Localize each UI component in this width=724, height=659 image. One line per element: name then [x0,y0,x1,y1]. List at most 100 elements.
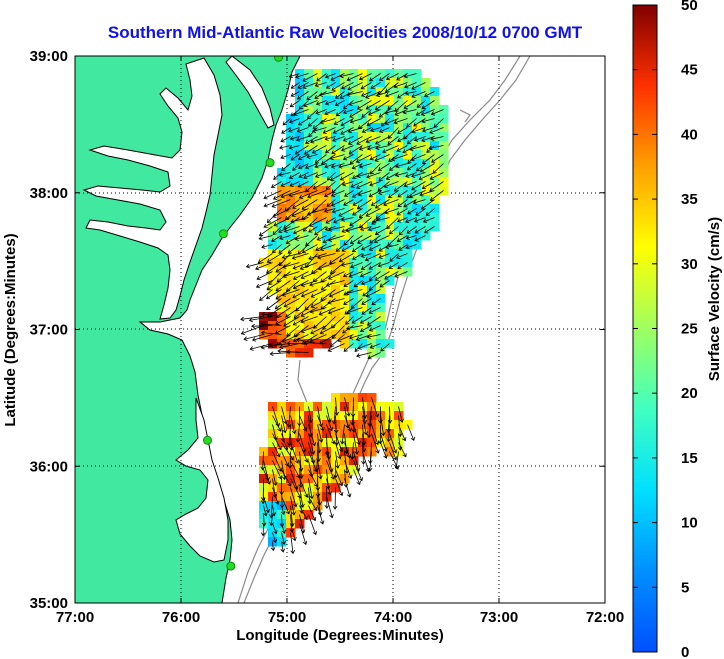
velocity-cell [349,204,359,214]
velocity-cell [322,114,332,124]
velocity-cell [277,303,287,313]
velocity-cell [376,114,386,124]
velocity-cell [430,159,440,169]
velocity-cell [331,231,341,241]
velocity-arrow [340,118,354,127]
velocity-arrow [342,271,354,278]
velocity-cell [349,123,359,133]
velocity-cell [376,339,386,349]
velocity-arrow [332,487,338,510]
velocity-arrow [272,451,283,472]
velocity-arrow [368,280,381,291]
velocity-cell [295,168,305,178]
velocity-arrow [301,199,318,210]
velocity-cell [268,249,278,259]
velocity-arrow [346,91,363,97]
velocity-arrow [387,127,399,139]
velocity-cell [304,105,314,115]
velocity-arrow [351,163,363,170]
velocity-arrow [403,199,417,208]
velocity-cell [376,312,386,322]
velocity-cell [322,69,332,79]
velocity-arrow [299,415,308,432]
velocity-arrow [255,280,273,289]
velocity-arrow [386,415,391,434]
velocity-arrow [326,199,336,207]
velocity-arrow [260,487,266,505]
velocity-cell [322,240,332,250]
velocity-arrow [292,262,309,270]
colorbar-tick-label: 50 [681,0,698,14]
velocity-arrow [249,343,273,351]
velocity-arrow [355,154,372,164]
velocity-arrow [396,145,408,152]
velocity-arrow [261,244,273,249]
velocity-cell [376,240,386,250]
velocity-cell [340,69,350,79]
velocity-arrow [355,181,372,190]
velocity-arrow [397,262,408,270]
colorbar-ticks: 0 5 10 15 20 25 30 35 40 45 50 [633,0,698,659]
velocity-cell [394,69,404,79]
velocity-cell [439,159,449,169]
velocity-cell [295,258,305,268]
velocity-cell [403,267,413,277]
velocity-cell [322,222,332,232]
velocity-arrow [263,199,282,208]
velocity-cell [313,177,323,187]
velocity-arrow [429,172,444,180]
velocity-arrow [290,496,296,516]
velocity-cell [331,285,341,295]
velocity-arrow [358,73,372,81]
velocity-arrow [308,433,316,455]
velocity-cell [313,168,323,178]
velocity-cell [421,168,431,178]
velocity-cell [322,87,332,97]
velocity-cell [412,204,422,214]
velocity-cell [412,78,422,88]
velocity-cell [367,339,377,349]
velocity-arrow [405,172,417,178]
velocity-arrow [384,109,399,115]
velocity-arrow [365,100,381,110]
velocity-arrow [291,208,309,218]
velocity-arrow [395,163,408,169]
velocity-cell [430,132,440,142]
velocity-cell [286,123,296,133]
velocity-arrow [360,91,372,97]
velocity-cell [394,249,404,259]
velocity-cell [439,105,449,115]
velocity-cell [394,213,404,223]
velocity-cell [295,114,305,124]
velocity-cell [340,168,350,178]
velocity-arrow [404,82,417,89]
velocity-arrow [295,424,301,443]
velocity-cell [412,69,422,79]
velocity-cell [376,294,386,304]
velocity-arrow [380,442,388,459]
velocity-cell [295,294,305,304]
velocity-arrow [374,226,390,236]
velocity-cell [394,87,404,97]
velocity-cell [385,186,395,196]
velocity-arrow [349,109,363,118]
velocity-cell [349,141,359,151]
velocity-arrow [369,154,381,161]
velocity-arrow [325,280,345,287]
velocity-arrow [260,523,266,537]
velocity-cell [331,303,341,313]
velocity-cell [331,222,341,232]
velocity-arrow [292,199,309,209]
velocity-cell [268,240,278,250]
velocity-cell [304,69,314,79]
velocity-arrow [315,109,327,115]
velocity-arrow [342,136,354,142]
velocity-arrow [369,163,381,175]
velocity-cell [286,258,296,268]
velocity-arrow [290,442,300,464]
velocity-arrow [308,424,317,447]
velocity-cell [430,222,440,232]
velocity-cell [349,186,359,196]
velocity-arrow [281,442,294,461]
velocity-cell [277,285,287,295]
